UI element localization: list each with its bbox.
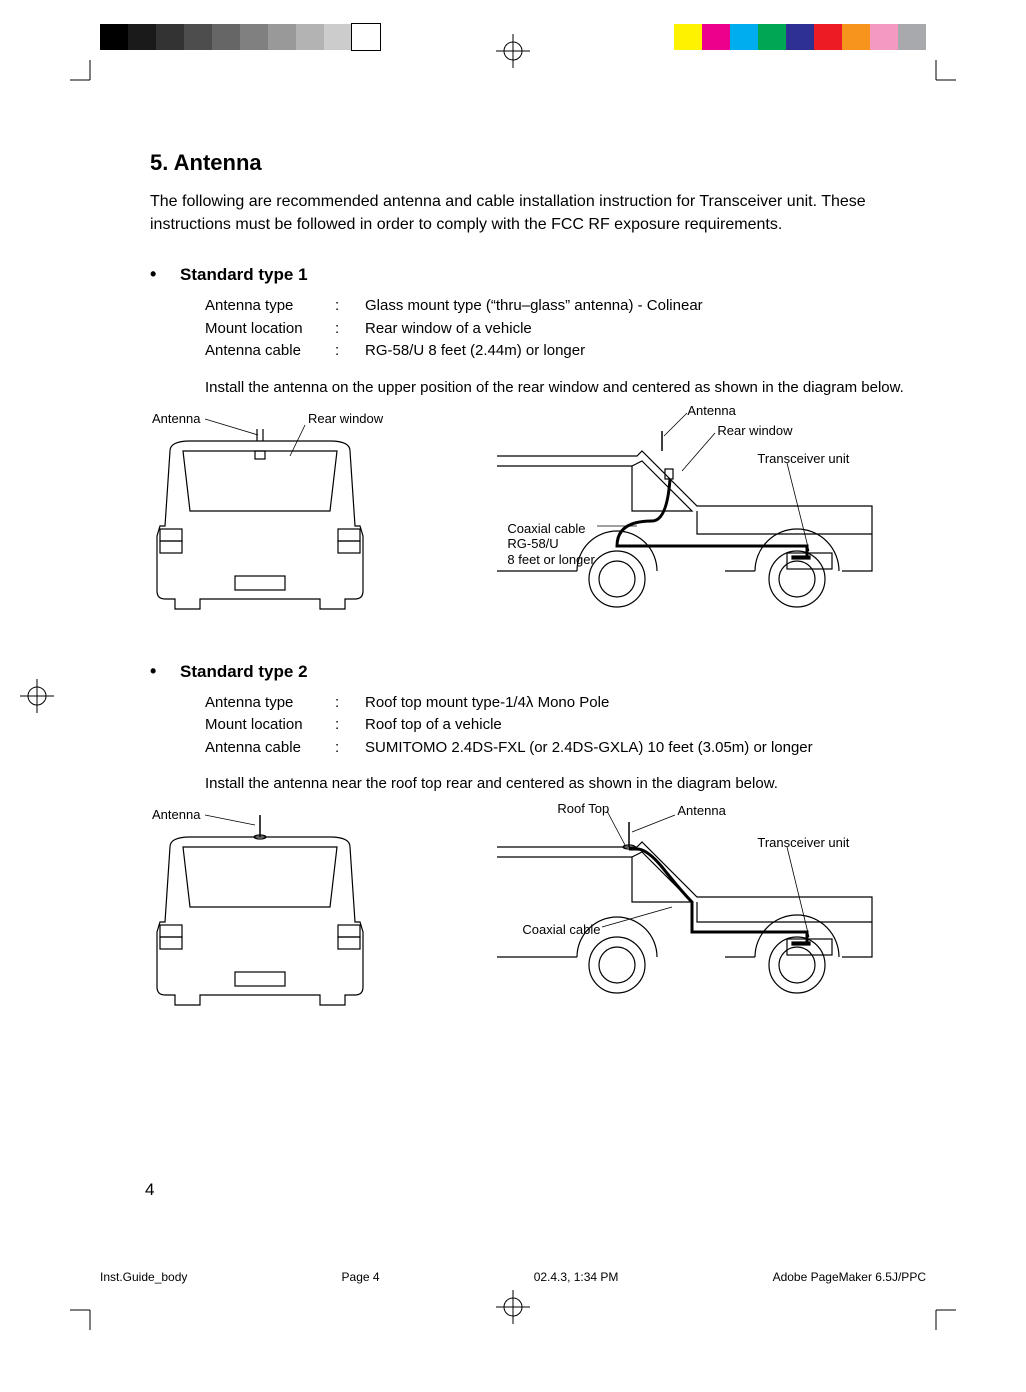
spec-value: Roof top of a vehicle xyxy=(365,714,910,737)
footer-slug: Inst.Guide_body Page 4 02.4.3, 1:34 PM A… xyxy=(100,1270,926,1284)
type2-heading: Standard type 2 xyxy=(180,662,308,682)
label-roof-top: Roof Top xyxy=(557,801,609,817)
type1-heading: Standard type 1 xyxy=(180,265,308,285)
car-side-svg xyxy=(497,411,877,621)
label-antenna: Antenna xyxy=(152,807,200,823)
spec-label: Mount location xyxy=(205,318,335,341)
type1-diagrams: Antenna Rear window xyxy=(150,411,910,621)
spec-label: Mount location xyxy=(205,714,335,737)
type2-instruction: Install the antenna near the roof top re… xyxy=(205,773,910,795)
color-swatches xyxy=(674,24,926,50)
print-marks-top xyxy=(0,24,1026,54)
type1-rear-diagram: Antenna Rear window xyxy=(150,411,467,621)
spec-value: Roof top mount type-1/4λ Mono Pole xyxy=(365,692,910,715)
spec-value: Rear window of a vehicle xyxy=(365,318,910,341)
label-coax: Coaxial cable xyxy=(522,922,600,938)
footer-filename: Inst.Guide_body xyxy=(100,1270,187,1284)
type2-rear-diagram: Antenna xyxy=(150,807,467,1017)
label-coax: Coaxial cable RG-58/U 8 feet or longer xyxy=(507,521,594,568)
type2-heading-row: • Standard type 2 xyxy=(150,661,910,682)
label-transceiver: Transceiver unit xyxy=(757,835,849,851)
section-title: 5. Antenna xyxy=(150,150,910,176)
registration-mark-icon xyxy=(496,1290,530,1324)
car-rear-svg xyxy=(150,807,380,1017)
footer-app: Adobe PageMaker 6.5J/PPC xyxy=(773,1270,926,1284)
registration-mark-icon xyxy=(496,34,530,68)
label-rear-window: Rear window xyxy=(717,423,792,439)
type1-heading-row: • Standard type 1 xyxy=(150,264,910,285)
type1-instruction: Install the antenna on the upper positio… xyxy=(205,377,910,399)
document-page: 5. Antenna The following are recommended… xyxy=(150,150,910,1057)
page-number: 4 xyxy=(145,1180,154,1200)
spec-label: Antenna type xyxy=(205,692,335,715)
intro-paragraph: The following are recommended antenna an… xyxy=(150,190,910,236)
spec-label: Antenna cable xyxy=(205,737,335,760)
spec-value: Glass mount type (“thru–glass” antenna) … xyxy=(365,295,910,318)
label-antenna: Antenna xyxy=(152,411,200,427)
label-antenna: Antenna xyxy=(677,803,725,819)
footer-page: Page 4 xyxy=(342,1270,380,1284)
spec-value: SUMITOMO 2.4DS-FXL (or 2.4DS-GXLA) 10 fe… xyxy=(365,737,910,760)
registration-mark-icon xyxy=(20,679,54,713)
footer-datetime: 02.4.3, 1:34 PM xyxy=(534,1270,619,1284)
car-rear-svg xyxy=(150,411,380,621)
type2-diagrams: Antenna Roof Top Antenna Transceiver uni xyxy=(150,807,910,1017)
type1-specs: Antenna type:Glass mount type (“thru–gla… xyxy=(205,295,910,363)
spec-label: Antenna cable xyxy=(205,340,335,363)
bullet-icon: • xyxy=(150,661,180,682)
type2-specs: Antenna type:Roof top mount type-1/4λ Mo… xyxy=(205,692,910,760)
spec-value: RG-58/U 8 feet (2.44m) or longer xyxy=(365,340,910,363)
grayscale-swatches xyxy=(100,24,380,50)
bullet-icon: • xyxy=(150,264,180,285)
spec-label: Antenna type xyxy=(205,295,335,318)
label-transceiver: Transceiver unit xyxy=(757,451,849,467)
label-antenna: Antenna xyxy=(687,403,735,419)
type2-side-diagram: Roof Top Antenna Transceiver unit Coaxia… xyxy=(497,807,910,1017)
label-rear-window: Rear window xyxy=(308,411,383,427)
type1-side-diagram: Antenna Rear window Transceiver unit Coa… xyxy=(497,411,910,621)
